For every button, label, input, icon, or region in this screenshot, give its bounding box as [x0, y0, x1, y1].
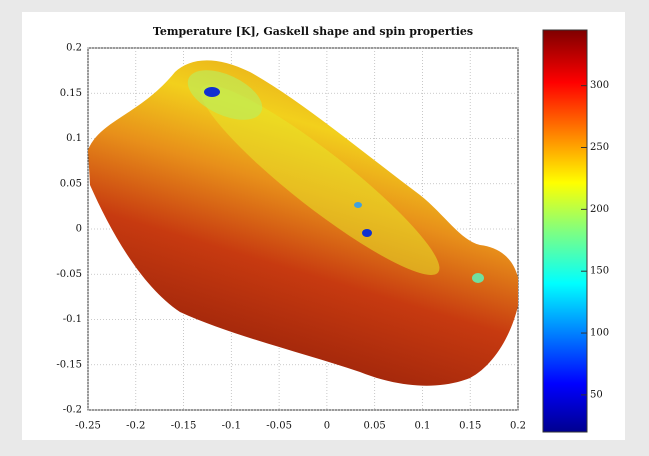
y-tick-label: -0.2	[63, 405, 82, 416]
colorbar	[543, 30, 587, 432]
y-tick-label: -0.05	[56, 269, 82, 280]
screen: Temperature [K], Gaskell shape and spin …	[0, 0, 649, 452]
x-tick-label: -0.15	[171, 421, 197, 432]
colorbar-tick-label: 150	[590, 266, 609, 277]
x-tick-label: 0.05	[364, 421, 386, 432]
y-tick-label: 0	[76, 224, 82, 235]
y-tick-label: 0.05	[60, 178, 82, 189]
colorbar-tick-label: 50	[590, 389, 603, 400]
x-tick-label: -0.05	[266, 421, 292, 432]
colorbar-tick-label: 250	[590, 142, 609, 153]
colorbar-tick-label: 200	[590, 204, 609, 215]
x-tick-label: -0.25	[75, 421, 101, 432]
chart-title: Temperature [K], Gaskell shape and spin …	[153, 25, 473, 38]
x-tick-label: -0.2	[126, 421, 145, 432]
x-tick-label: 0	[324, 421, 330, 432]
colorbar-tick-label: 300	[590, 80, 609, 91]
colorbar-tick-label: 100	[590, 328, 609, 339]
x-tick-label: -0.1	[222, 421, 241, 432]
x-tick-label: 0.2	[510, 421, 526, 432]
y-tick-label: -0.15	[56, 359, 82, 370]
y-tick-label: -0.1	[63, 314, 82, 325]
x-tick-label: 0.1	[414, 421, 430, 432]
x-tick-label: 0.15	[459, 421, 481, 432]
y-tick-label: 0.2	[66, 43, 82, 54]
y-tick-label: 0.15	[60, 88, 82, 99]
y-tick-label: 0.1	[66, 133, 82, 144]
